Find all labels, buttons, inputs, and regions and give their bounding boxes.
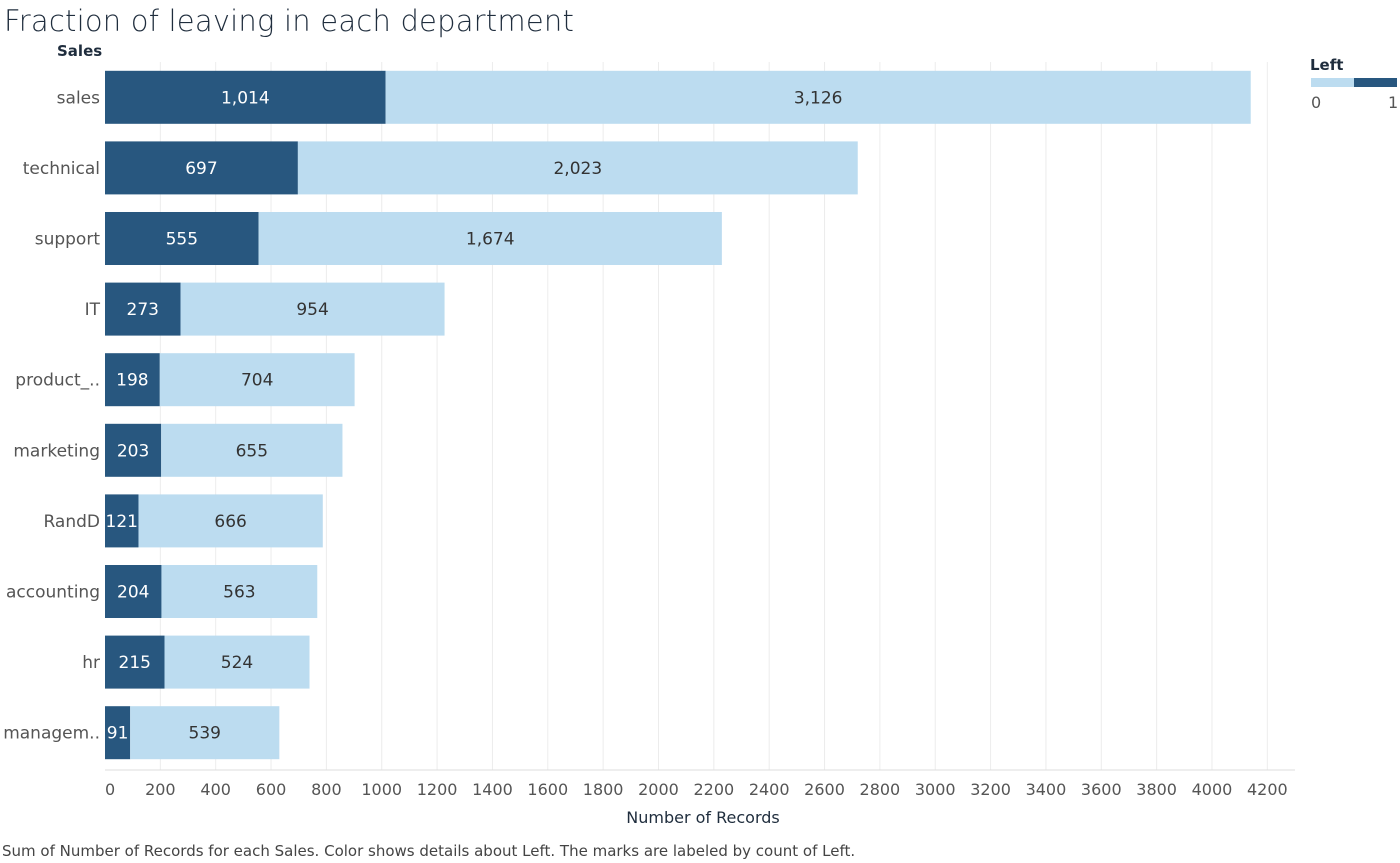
bar-label-accounting-left-0: 563 <box>223 583 255 603</box>
category-label-RandD: RandD <box>43 512 100 532</box>
bar-hr-left-0 <box>164 635 310 689</box>
category-label-hr: hr <box>82 653 100 673</box>
bar-label-hr-left-0: 524 <box>221 653 253 673</box>
bar-label-product_..-left-0: 704 <box>241 371 273 391</box>
bar-IT-left-0 <box>180 282 445 336</box>
bar-RandD-left-1 <box>105 494 139 548</box>
x-tick-label-2200: 2200 <box>693 780 734 799</box>
bar-product_..-left-0 <box>159 353 355 407</box>
bar-support-left-0 <box>258 212 722 265</box>
category-label-product_..: product_.. <box>15 371 100 391</box>
legend-max-label: 1 <box>1388 93 1399 112</box>
bar-label-managem..-left-0: 539 <box>189 724 221 744</box>
x-tick-label-200: 200 <box>145 780 176 799</box>
category-label-sales: sales <box>57 88 100 108</box>
category-label-IT: IT <box>85 300 101 320</box>
x-tick-label-3600: 3600 <box>1081 780 1122 799</box>
x-tick-label-4200: 4200 <box>1247 780 1288 799</box>
x-tick-label-1200: 1200 <box>417 780 458 799</box>
x-tick-label-3400: 3400 <box>1026 780 1067 799</box>
bar-product_..-left-1 <box>105 353 160 407</box>
legend-min-label: 0 <box>1311 93 1322 112</box>
bar-sales-left-1 <box>105 70 386 124</box>
x-tick-label-3200: 3200 <box>970 780 1011 799</box>
bar-label-managem..-left-1: 91 <box>107 724 129 744</box>
bar-label-IT-left-0: 954 <box>296 300 328 320</box>
bar-support-left-1 <box>105 212 259 265</box>
bar-label-technical-left-1: 697 <box>185 159 217 179</box>
row-axis-header: Sales <box>57 42 103 60</box>
bar-label-sales-left-1: 1,014 <box>221 88 270 108</box>
x-tick-label-1000: 1000 <box>361 780 402 799</box>
legend-color-ramp <box>1311 78 1397 87</box>
bar-label-support-left-1: 555 <box>166 230 198 250</box>
x-tick-label-4000: 4000 <box>1192 780 1233 799</box>
bar-label-accounting-left-1: 204 <box>117 583 149 603</box>
legend-swatch-0 <box>1311 78 1354 87</box>
bar-technical-left-0 <box>297 141 858 195</box>
x-tick-label-1600: 1600 <box>527 780 568 799</box>
bar-managem..-left-0 <box>130 706 280 760</box>
x-axis-title: Number of Records <box>626 808 779 827</box>
x-tick-label-1800: 1800 <box>583 780 624 799</box>
x-tick-label-3800: 3800 <box>1136 780 1177 799</box>
x-tick-label-1400: 1400 <box>472 780 513 799</box>
bar-RandD-left-0 <box>138 494 323 548</box>
bar-IT-left-1 <box>105 282 181 336</box>
bar-sales-left-0 <box>385 70 1251 124</box>
category-label-marketing: marketing <box>13 441 100 461</box>
x-tick-label-0: 0 <box>105 780 115 799</box>
bar-hr-left-1 <box>105 635 165 689</box>
bar-label-product_..-left-1: 198 <box>116 371 148 391</box>
x-tick-label-800: 800 <box>311 780 342 799</box>
bar-label-sales-left-0: 3,126 <box>794 88 843 108</box>
bar-technical-left-1 <box>105 141 298 195</box>
x-tick-label-2600: 2600 <box>804 780 845 799</box>
bar-accounting-left-1 <box>105 565 162 618</box>
bar-label-marketing-left-1: 203 <box>117 441 149 461</box>
bar-accounting-left-0 <box>161 565 318 618</box>
bar-label-RandD-left-1: 121 <box>106 512 138 532</box>
bar-label-marketing-left-0: 655 <box>236 441 268 461</box>
color-legend[interactable]: Left 0 1 <box>1308 56 1400 116</box>
bar-label-support-left-0: 1,674 <box>466 230 515 250</box>
category-label-managem..: managem.. <box>3 724 100 744</box>
category-label-technical: technical <box>23 159 100 179</box>
legend-swatch-1 <box>1354 78 1397 87</box>
category-label-accounting: accounting <box>6 583 100 603</box>
x-tick-label-600: 600 <box>256 780 287 799</box>
legend-title: Left <box>1310 56 1344 74</box>
x-tick-label-2000: 2000 <box>638 780 679 799</box>
bar-label-IT-left-1: 273 <box>127 300 159 320</box>
x-tick-label-400: 400 <box>200 780 231 799</box>
bar-managem..-left-1 <box>105 706 131 760</box>
chart-title: Fraction of leaving in each department <box>4 4 575 38</box>
category-label-support: support <box>35 230 101 250</box>
bar-label-technical-left-0: 2,023 <box>553 159 602 179</box>
x-tick-label-2400: 2400 <box>749 780 790 799</box>
chart-caption: Sum of Number of Records for each Sales.… <box>2 842 856 860</box>
bar-label-hr-left-1: 215 <box>119 653 151 673</box>
bar-marketing-left-1 <box>105 423 162 477</box>
bar-marketing-left-0 <box>161 423 343 477</box>
x-tick-label-2800: 2800 <box>860 780 901 799</box>
x-tick-label-3000: 3000 <box>915 780 956 799</box>
bar-label-RandD-left-0: 666 <box>214 512 246 532</box>
